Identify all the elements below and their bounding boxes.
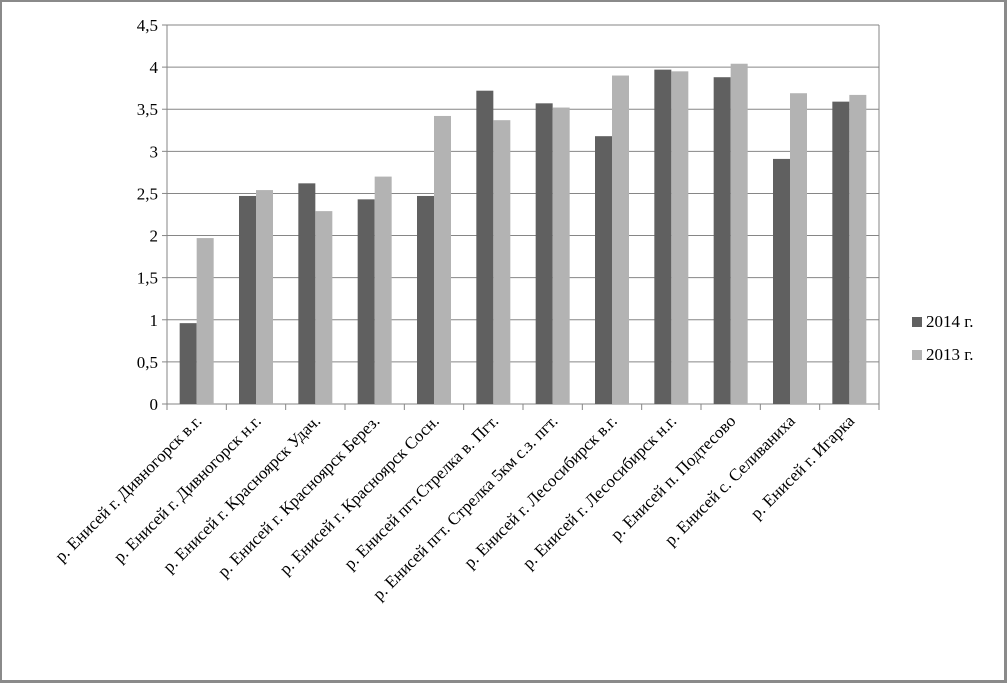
bar-2014 [713,77,731,405]
bar-2013 [849,94,867,404]
legend-label: 2014 г. [926,312,974,331]
bar-2014 [654,69,672,404]
legend-swatch-2014 [912,317,922,327]
bar-2013 [671,71,689,405]
bar-2014 [357,199,375,404]
bar-2013 [434,115,451,405]
bar-2014 [298,183,316,404]
bar-2013 [612,75,629,405]
y-tick-label: 1,5 [137,269,158,288]
bar-2014 [476,90,494,405]
bar-2013 [730,63,748,405]
bar-2014 [179,323,197,404]
bar-2013 [493,120,511,404]
bar-2014 [773,158,790,404]
bar-2014 [417,195,434,404]
bar-2013 [552,107,570,404]
bar-2013 [790,93,807,404]
y-tick-label: 4,5 [137,16,158,35]
y-tick-label: 3 [150,142,159,161]
bar-2014 [595,136,612,404]
y-tick-label: 2 [150,227,159,246]
legend-label: 2013 г. [926,345,974,364]
x-category-label: р. Енисей г. Игарка [747,411,859,523]
bar-2013 [196,238,214,404]
y-tick-label: 3,5 [137,100,158,119]
y-tick-label: 0,5 [137,353,158,372]
bar-2014 [239,195,256,404]
y-tick-label: 2,5 [137,184,158,203]
bar-2013 [315,211,333,404]
legend-swatch-2013 [912,350,922,360]
bar-2014 [535,103,553,405]
y-tick-label: 0 [150,395,159,414]
bar-2013 [256,190,273,404]
y-tick-label: 4 [150,58,159,77]
bar-2013 [374,176,392,404]
bar-2014 [832,101,850,405]
y-tick-label: 1 [150,311,159,330]
